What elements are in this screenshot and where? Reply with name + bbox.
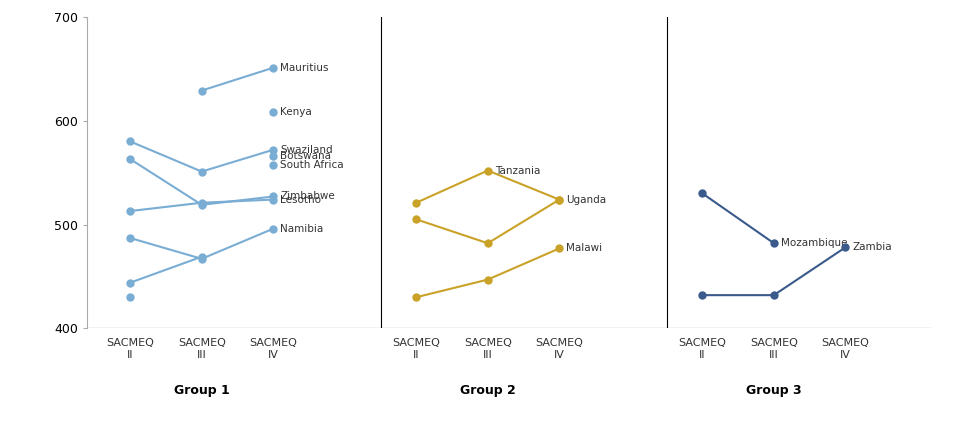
Text: Lesotho: Lesotho	[280, 195, 321, 205]
Text: Swaziland: Swaziland	[280, 145, 332, 155]
Text: Group 2: Group 2	[459, 384, 516, 397]
Text: Zambia: Zambia	[852, 242, 891, 252]
Text: South Africa: South Africa	[280, 160, 343, 171]
Text: Kenya: Kenya	[280, 107, 312, 117]
Text: Uganda: Uganda	[566, 195, 606, 205]
Text: Group 3: Group 3	[745, 384, 800, 397]
Text: Mozambique: Mozambique	[780, 238, 847, 248]
Text: Tanzania: Tanzania	[494, 165, 540, 176]
Text: Namibia: Namibia	[280, 224, 323, 234]
Text: Botswana: Botswana	[280, 151, 330, 161]
Text: Group 1: Group 1	[173, 384, 230, 397]
Text: Malawi: Malawi	[566, 243, 602, 253]
Text: Mauritius: Mauritius	[280, 63, 328, 73]
Text: Zimbabwe: Zimbabwe	[280, 192, 334, 202]
